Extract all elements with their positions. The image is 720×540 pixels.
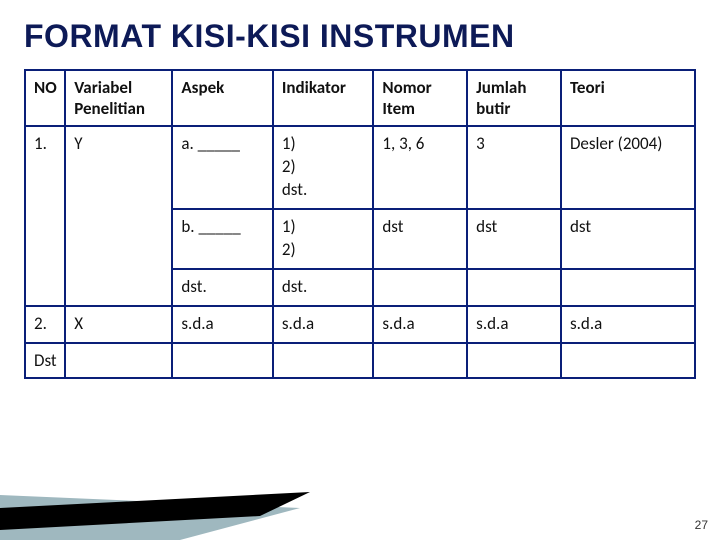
cell-teori [561, 343, 695, 378]
cell-indikator [273, 343, 374, 378]
table-wrapper: NOVariabel PenelitianAspekIndikatorNomor… [24, 69, 696, 379]
cell-aspek: s.d.a [172, 306, 273, 343]
cell-teori: Desler (2004) [561, 126, 695, 209]
indikator-line: 2) [282, 156, 365, 179]
cell-variabel: Y [65, 126, 172, 306]
cell-teori [561, 269, 695, 306]
col-header: Jumlah butir [467, 70, 561, 126]
indikator-line: 2) [282, 239, 365, 262]
cell-teori: dst [561, 209, 695, 269]
slide: FORMAT KISI-KISI INSTRUMEN NOVariabel Pe… [0, 0, 720, 540]
table-row: Dst [25, 343, 695, 378]
cell-aspek: a. _____ [172, 126, 273, 209]
col-header: Indikator [273, 70, 374, 126]
cell-no: 1. [25, 126, 65, 306]
cell-variabel: X [65, 306, 172, 343]
cell-nomor: 1, 3, 6 [373, 126, 467, 209]
table-head: NOVariabel PenelitianAspekIndikatorNomor… [25, 70, 695, 126]
cell-nomor [373, 269, 467, 306]
cell-no: 2. [25, 306, 65, 343]
col-header: Nomor Item [373, 70, 467, 126]
cell-nomor: s.d.a [373, 306, 467, 343]
cell-nomor: dst [373, 209, 467, 269]
indikator-line: s.d.a [282, 313, 365, 336]
indikator-line: 1) [282, 133, 365, 156]
cell-no: Dst [25, 343, 65, 378]
page-title: FORMAT KISI-KISI INSTRUMEN [24, 18, 696, 55]
col-header: Variabel Penelitian [65, 70, 172, 126]
deco-band-grey [0, 495, 300, 540]
cell-indikator: dst. [273, 269, 374, 306]
cell-jumlah [467, 343, 561, 378]
cell-aspek: dst. [172, 269, 273, 306]
cell-teori: s.d.a [561, 306, 695, 343]
cell-indikator: 1)2)dst. [273, 126, 374, 209]
table-header-row: NOVariabel PenelitianAspekIndikatorNomor… [25, 70, 695, 126]
col-header: Teori [561, 70, 695, 126]
cell-aspek: b. _____ [172, 209, 273, 269]
cell-aspek [172, 343, 273, 378]
cell-variabel [65, 343, 172, 378]
cell-jumlah [467, 269, 561, 306]
indikator-line: 1) [282, 216, 365, 239]
indikator-line: dst. [282, 276, 365, 299]
kisi-table: NOVariabel PenelitianAspekIndikatorNomor… [24, 69, 696, 379]
indikator-line: dst. [282, 179, 365, 202]
cell-jumlah: s.d.a [467, 306, 561, 343]
table-body: 1.Ya. _____1)2)dst.1, 3, 63Desler (2004)… [25, 126, 695, 378]
cell-indikator: s.d.a [273, 306, 374, 343]
cell-indikator: 1)2) [273, 209, 374, 269]
cell-jumlah: 3 [467, 126, 561, 209]
table-row: 2.Xs.d.as.d.as.d.as.d.as.d.a [25, 306, 695, 343]
corner-decoration [0, 450, 340, 540]
cell-nomor [373, 343, 467, 378]
deco-band-black [0, 492, 310, 530]
table-row: 1.Ya. _____1)2)dst.1, 3, 63Desler (2004) [25, 126, 695, 209]
col-header: NO [25, 70, 65, 126]
page-number: 27 [695, 518, 708, 532]
cell-jumlah: dst [467, 209, 561, 269]
col-header: Aspek [172, 70, 273, 126]
